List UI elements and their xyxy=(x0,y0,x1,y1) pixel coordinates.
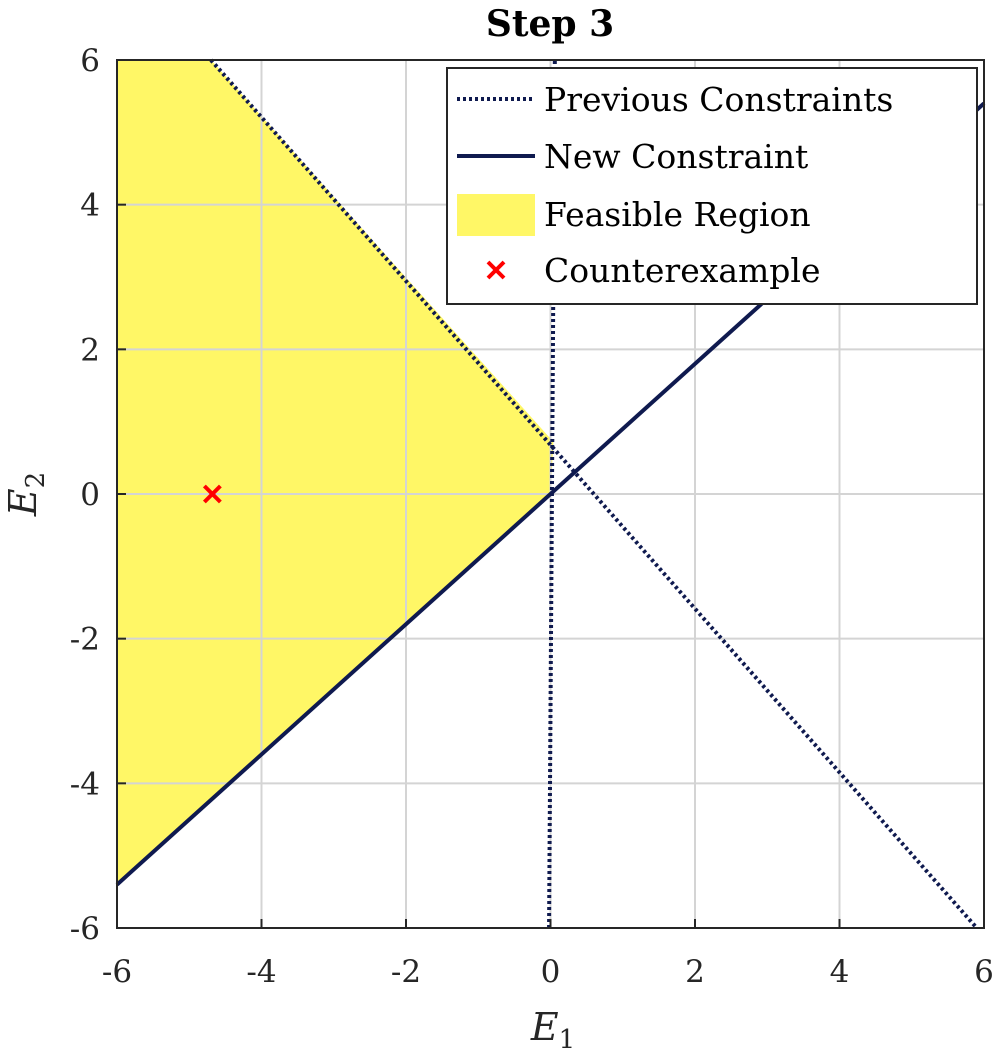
y-axis-label-sub: 2 xyxy=(21,472,51,489)
y-axis-label: E2 xyxy=(1,472,51,517)
y-tick-label: -6 xyxy=(70,911,100,947)
x-axis-label-main: E xyxy=(530,1005,559,1049)
y-tick-label: 0 xyxy=(80,477,100,513)
legend-swatch-feasible-region xyxy=(457,194,535,236)
y-tick-label: -2 xyxy=(70,622,100,658)
legend-label-previous-constraints: Previous Constraints xyxy=(544,80,893,119)
x-axis-label-sub: 1 xyxy=(559,1025,576,1053)
x-tick-label: 6 xyxy=(974,954,994,990)
chart-title: Step 3 xyxy=(486,3,614,45)
y-axis-label-main: E xyxy=(1,488,45,517)
y-tick-label: 6 xyxy=(80,43,100,79)
x-tick-label: 4 xyxy=(830,954,850,990)
x-tick-label: -4 xyxy=(246,954,276,990)
tick-layer: -6 -4 -2 0 2 4 6 -6 -4 -2 0 2 4 6 xyxy=(70,43,994,990)
marker-layer xyxy=(202,484,222,504)
legend-label-new-constraint: New Constraint xyxy=(544,137,808,176)
y-tick-label: -4 xyxy=(70,766,100,802)
legend-box xyxy=(446,67,978,305)
x-tick-label: -2 xyxy=(391,954,421,990)
legend: Previous Constraints New Constraint Feas… xyxy=(446,67,978,305)
feasible-region-layer xyxy=(117,60,554,885)
legend-label-feasible-region: Feasible Region xyxy=(544,195,811,234)
legend-label-counterexample: Counterexample xyxy=(544,251,821,290)
x-tick-label: -6 xyxy=(102,954,132,990)
y-tick-label: 4 xyxy=(80,188,100,224)
y-tick-label: 2 xyxy=(80,332,100,368)
feasible-region xyxy=(117,60,554,885)
x-tick-label: 0 xyxy=(541,954,561,990)
x-axis-label: E1 xyxy=(530,1005,575,1053)
previous-constraints-line-1 xyxy=(209,58,979,930)
legend-swatch-counterexample xyxy=(486,260,506,280)
counterexample-marker xyxy=(202,484,222,504)
x-tick-label: 2 xyxy=(685,954,705,990)
